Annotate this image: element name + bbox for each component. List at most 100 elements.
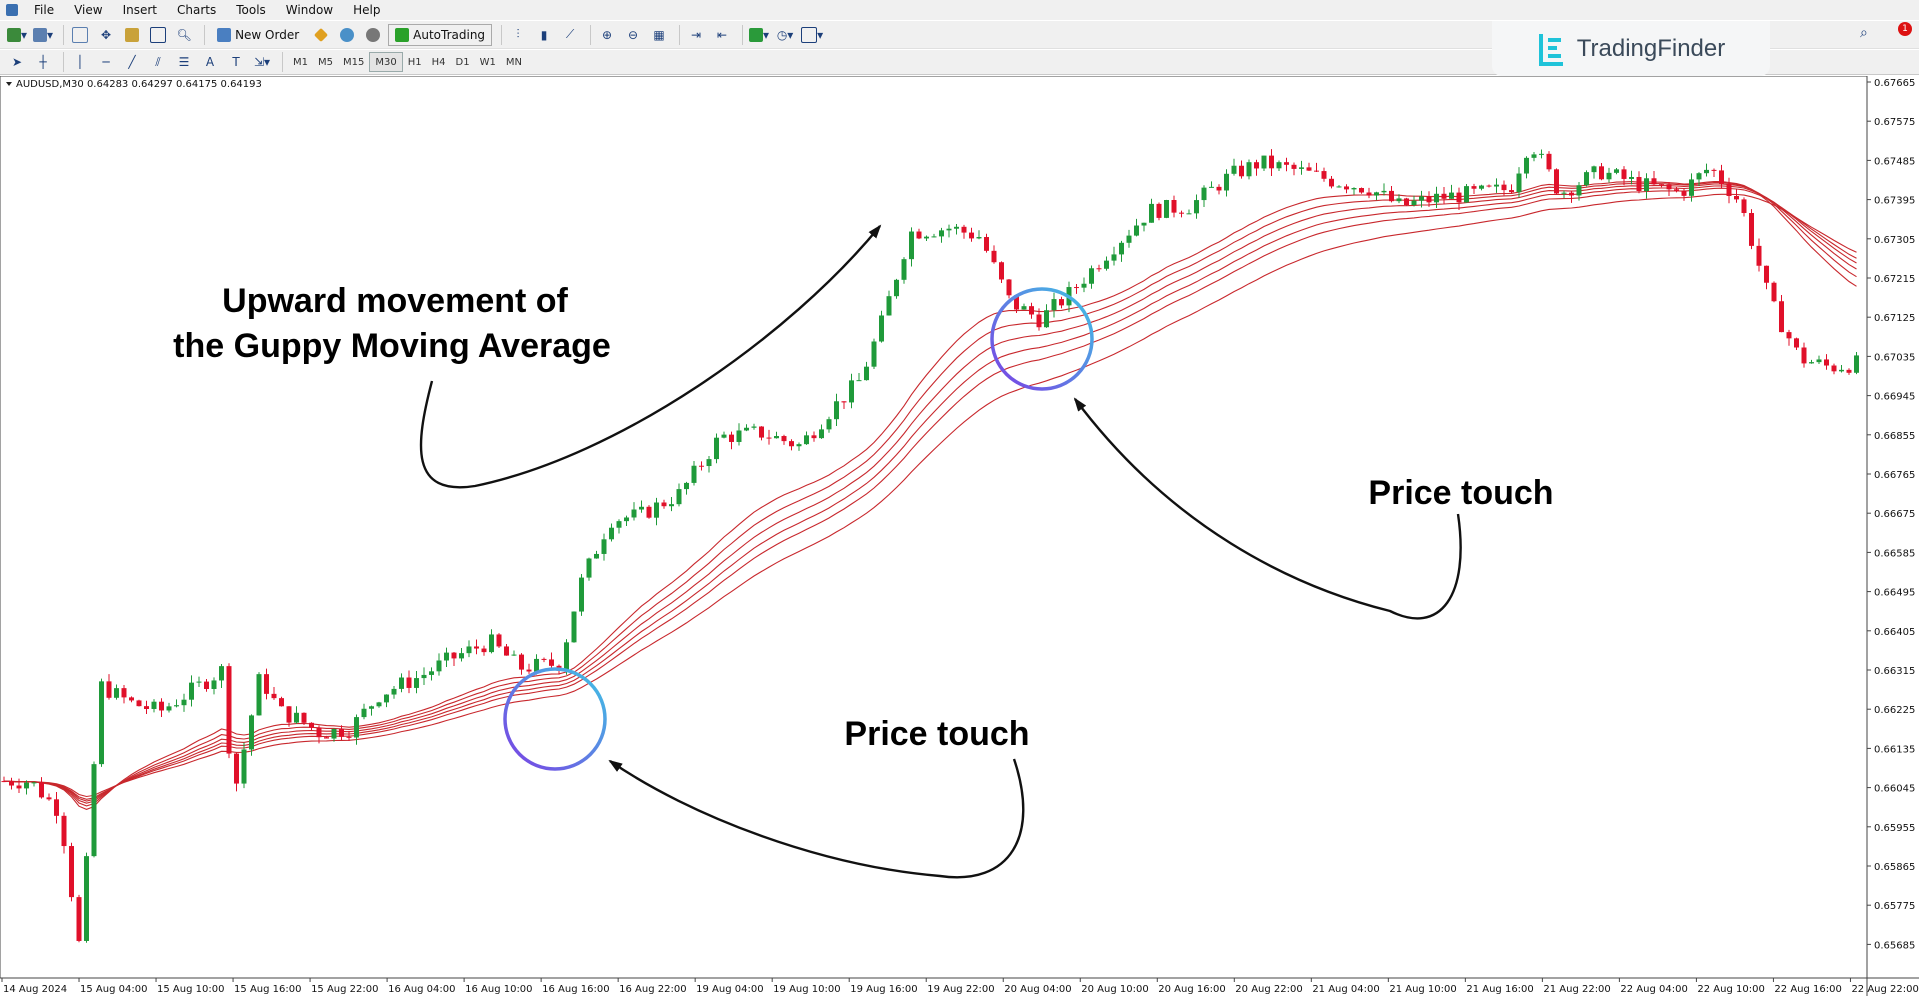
timeframe-w1[interactable]: W1 bbox=[479, 56, 496, 68]
indicators-button[interactable]: ▾ bbox=[748, 24, 770, 46]
candle-body bbox=[151, 701, 157, 709]
zoom-out-button[interactable]: ⊖ bbox=[622, 24, 644, 46]
price-tick-label: 0.65775 bbox=[1874, 901, 1915, 912]
line-chart-icon: ⟋ bbox=[565, 27, 575, 41]
horizontal-line-button[interactable]: ─ bbox=[95, 51, 117, 73]
candle-body bbox=[834, 401, 839, 420]
candle-body bbox=[1786, 332, 1792, 339]
candle-body bbox=[676, 489, 682, 505]
candle-body bbox=[159, 701, 164, 711]
timeframe-mn[interactable]: MN bbox=[505, 56, 522, 68]
candle-body bbox=[961, 226, 967, 233]
candle-body bbox=[826, 419, 832, 430]
search-icon[interactable]: ⌕ bbox=[1860, 25, 1868, 41]
candle-body bbox=[1246, 162, 1252, 177]
templates-button[interactable]: ▾ bbox=[800, 24, 824, 46]
new-chart-button[interactable]: ▾ bbox=[6, 24, 28, 46]
menu-window[interactable]: Window bbox=[285, 3, 334, 17]
arrows-button[interactable]: ⇲ ▾ bbox=[253, 55, 271, 69]
timeframe-d1[interactable]: D1 bbox=[455, 56, 470, 68]
gma-line bbox=[3, 183, 1857, 804]
candle-body bbox=[99, 681, 104, 765]
candle-body bbox=[204, 681, 209, 690]
time-tick-label: 19 Aug 16:00 bbox=[850, 984, 917, 995]
candle-body bbox=[856, 380, 862, 382]
navigator-button[interactable] bbox=[121, 24, 143, 46]
chart-shift-button[interactable]: ⇤ bbox=[711, 24, 733, 46]
timeframe-m5[interactable]: M5 bbox=[318, 56, 333, 68]
menu-charts[interactable]: Charts bbox=[177, 3, 217, 17]
candle-body bbox=[489, 634, 494, 653]
profiles-button[interactable]: ▾ bbox=[32, 24, 54, 46]
bar-chart-button[interactable]: ⫶ bbox=[507, 24, 529, 46]
market-watch-button[interactable] bbox=[69, 24, 91, 46]
metaeditor-button[interactable] bbox=[310, 24, 332, 46]
candlestick-button[interactable]: ▮ bbox=[533, 24, 555, 46]
signals-button[interactable] bbox=[336, 24, 358, 46]
candle-body bbox=[1164, 200, 1169, 218]
fibonacci-button[interactable]: ☰ bbox=[173, 51, 195, 73]
menu-help[interactable]: Help bbox=[353, 3, 381, 17]
candle-body bbox=[361, 708, 367, 718]
cursor-button[interactable]: ➤ bbox=[6, 51, 28, 73]
candle-body bbox=[1171, 200, 1177, 213]
candle-body bbox=[684, 482, 689, 490]
candle-body bbox=[1516, 173, 1522, 193]
market-button[interactable] bbox=[362, 24, 384, 46]
symbol-dropdown-icon[interactable] bbox=[6, 82, 12, 86]
candle-body bbox=[189, 682, 194, 700]
timeframe-h1[interactable]: H1 bbox=[407, 56, 422, 68]
candle-body bbox=[61, 815, 67, 847]
candle-body bbox=[1411, 200, 1417, 206]
periods-button[interactable]: ◷ ▾ bbox=[776, 27, 794, 42]
chart-shift-icon: ⇤ bbox=[717, 27, 728, 42]
chart-info-line: AUDUSD,M30 0.64283 0.64297 0.64175 0.641… bbox=[16, 79, 262, 90]
candle-body bbox=[279, 698, 284, 707]
timeframe-m1[interactable]: M1 bbox=[293, 56, 308, 68]
price-tick-label: 0.66315 bbox=[1874, 666, 1915, 677]
menu-file[interactable]: File bbox=[34, 3, 55, 17]
line-chart-button[interactable]: ⟋ bbox=[559, 24, 581, 46]
auto-scroll-button[interactable]: ⇥ bbox=[685, 24, 707, 46]
candle-body bbox=[924, 236, 929, 239]
timeframe-m30[interactable]: M30 bbox=[369, 52, 403, 72]
time-tick-label: 22 Aug 04:00 bbox=[1620, 984, 1687, 995]
tester-button[interactable]: 🔍︎ bbox=[173, 24, 195, 46]
menu-insert[interactable]: Insert bbox=[122, 3, 157, 17]
zoom-in-button[interactable]: ⊕ bbox=[596, 24, 618, 46]
candle-body bbox=[1824, 359, 1829, 366]
metaeditor-icon bbox=[314, 27, 329, 42]
candle-body bbox=[879, 315, 884, 342]
time-tick-label: 22 Aug 10:00 bbox=[1697, 984, 1764, 995]
candle-body bbox=[474, 646, 479, 649]
candle-body bbox=[1809, 362, 1814, 364]
price-chart[interactable]: 0.67665 0.67575 0.67485 0.67395 0.67305 0.672… bbox=[0, 76, 1919, 996]
data-window-button[interactable]: ✥ bbox=[95, 24, 117, 46]
candle-body bbox=[1036, 314, 1042, 328]
price-tick-label: 0.65685 bbox=[1874, 940, 1915, 951]
terminal-button[interactable] bbox=[147, 24, 169, 46]
text-button[interactable]: A bbox=[199, 51, 221, 73]
candle-body bbox=[774, 436, 779, 439]
chart-window[interactable]: 0.67665 0.67575 0.67485 0.67395 0.67305 0.672… bbox=[0, 76, 1919, 996]
autotrading-button[interactable]: AutoTrading bbox=[388, 23, 493, 46]
price-tick-label: 0.67215 bbox=[1874, 274, 1915, 285]
vertical-line-button[interactable]: │ bbox=[69, 51, 91, 73]
tile-windows-button[interactable]: ▦ bbox=[648, 24, 670, 46]
candle-body bbox=[1681, 191, 1687, 196]
label-button[interactable]: T bbox=[225, 51, 247, 73]
trendline-button[interactable]: ╱ bbox=[121, 51, 143, 73]
new-order-button[interactable]: New Order bbox=[210, 24, 306, 46]
candle-body bbox=[1569, 192, 1574, 196]
timeframe-m15[interactable]: M15 bbox=[343, 56, 365, 68]
indicators-icon bbox=[749, 27, 764, 42]
crosshair-button[interactable]: ┼ bbox=[32, 51, 54, 73]
menu-view[interactable]: View bbox=[74, 3, 103, 17]
menu-tools[interactable]: Tools bbox=[236, 3, 266, 17]
candle-body bbox=[121, 688, 127, 698]
timeframe-h4[interactable]: H4 bbox=[431, 56, 446, 68]
grid-icon: ▦ bbox=[653, 27, 665, 42]
time-tick-label: 22 Aug 16:00 bbox=[1774, 984, 1841, 995]
candle-body bbox=[706, 459, 712, 467]
channel-button[interactable]: ⫽ bbox=[147, 51, 169, 73]
